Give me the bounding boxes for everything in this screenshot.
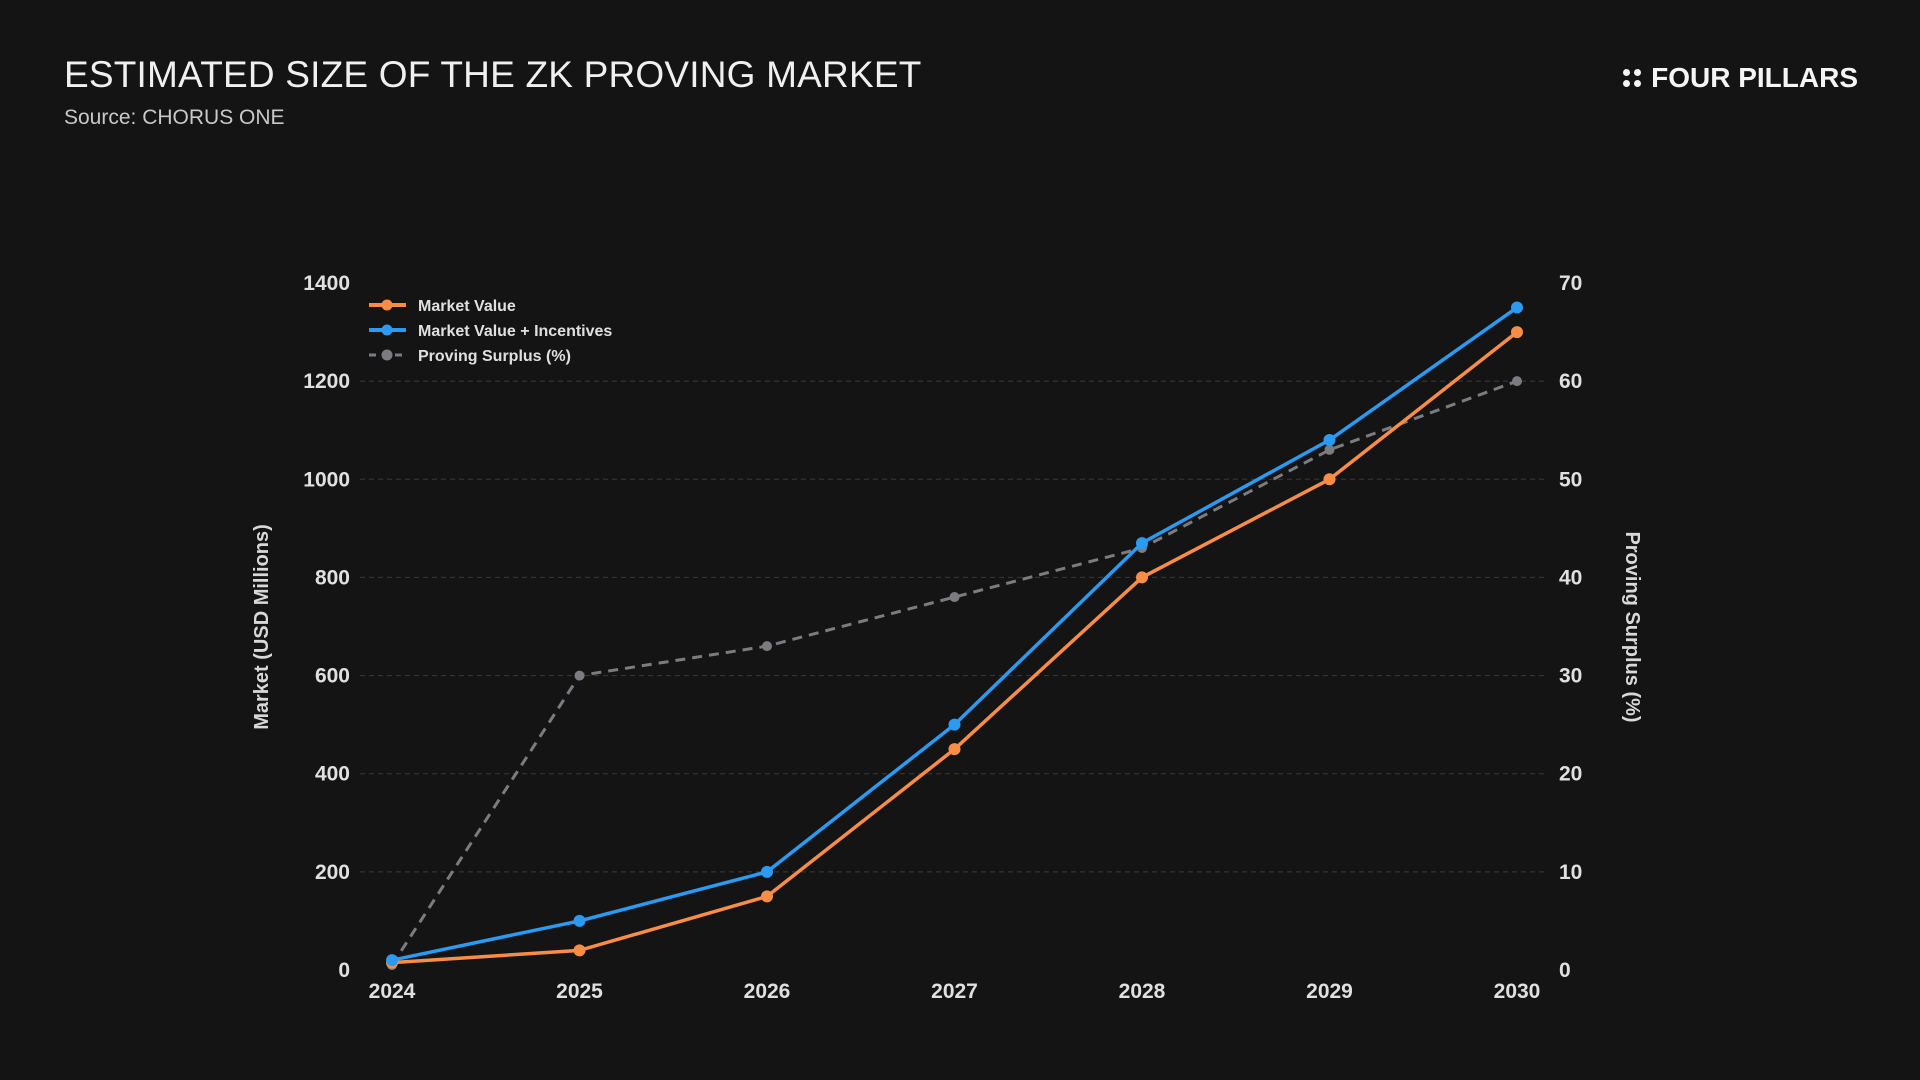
chart-title: ESTIMATED SIZE OF THE ZK PROVING MARKET	[64, 54, 922, 95]
data-point-1	[386, 954, 398, 967]
data-point-1	[948, 718, 961, 731]
data-point-1	[573, 914, 586, 927]
brand-logo: FOUR PILLARS	[1623, 62, 1858, 94]
data-point-0	[1323, 473, 1336, 486]
x-tick-label: 2029	[1306, 980, 1353, 1003]
y2-tick-label: 60	[1559, 370, 1582, 393]
data-point-2	[949, 592, 960, 603]
data-point-0	[948, 743, 961, 756]
legend-label: Market Value	[418, 298, 516, 315]
y-tick-label: 1400	[303, 272, 350, 295]
legend-marker	[381, 324, 393, 336]
y-tick-label: 600	[315, 665, 350, 688]
logo-text: FOUR PILLARS	[1651, 62, 1858, 93]
data-point-2	[1324, 444, 1335, 455]
data-point-2	[762, 641, 772, 652]
x-tick-label: 2027	[931, 980, 978, 1003]
series-line-2	[390, 379, 1518, 966]
data-point-1	[761, 865, 773, 878]
x-tick-label: 2024	[369, 980, 416, 1003]
y2-tick-label: 50	[1559, 468, 1582, 491]
y-tick-label: 1000	[303, 468, 350, 491]
data-point-2	[1512, 376, 1522, 387]
x-tick-label: 2028	[1119, 980, 1166, 1003]
legend-marker	[381, 299, 393, 311]
data-point-1	[1511, 301, 1523, 314]
y2-axis-title: Proving Surplus (%)	[1621, 531, 1643, 722]
data-point-1	[1323, 434, 1336, 447]
x-tick-label: 2030	[1494, 980, 1541, 1003]
y2-tick-label: 10	[1559, 861, 1582, 884]
y2-tick-label: 20	[1559, 763, 1582, 786]
y-tick-label: 1200	[303, 370, 350, 393]
y2-tick-label: 0	[1559, 959, 1571, 982]
y-tick-label: 0	[338, 959, 350, 982]
logo-dots-icon	[1623, 69, 1642, 87]
y-tick-label: 800	[315, 566, 350, 589]
series-line-1	[391, 306, 1519, 962]
x-tick-label: 2026	[744, 980, 791, 1003]
y2-tick-label: 70	[1559, 272, 1582, 295]
x-tick-label: 2025	[556, 980, 603, 1003]
chart-source: Source: CHORUS ONE	[64, 106, 285, 129]
data-point-0	[1511, 326, 1523, 339]
legend-marker	[381, 349, 393, 361]
data-point-0	[761, 890, 773, 903]
y-axis-title: Market (USD Millions)	[251, 524, 273, 730]
data-point-2	[574, 670, 585, 681]
y2-tick-label: 40	[1559, 566, 1582, 589]
data-point-0	[573, 944, 586, 957]
data-point-1	[1136, 537, 1148, 550]
data-point-0	[1136, 571, 1148, 584]
y2-tick-label: 30	[1559, 665, 1582, 688]
y-tick-label: 200	[315, 861, 350, 884]
legend-label: Proving Surplus (%)	[418, 348, 571, 365]
y-tick-label: 400	[315, 763, 350, 786]
legend-label: Market Value + Incentives	[418, 323, 612, 340]
